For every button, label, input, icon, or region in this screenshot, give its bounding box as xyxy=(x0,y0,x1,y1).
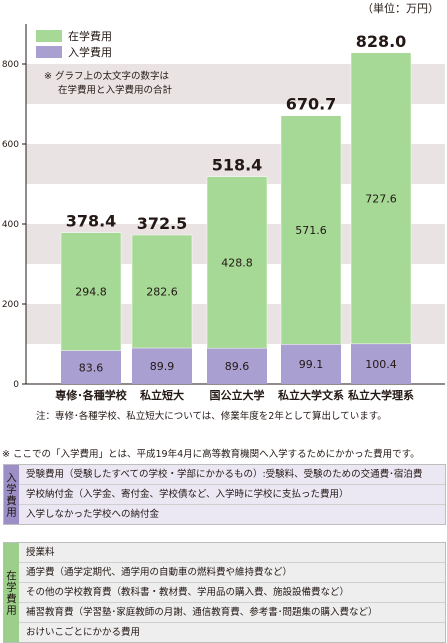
table-row: 補習教育費（学習塾･家庭教師の月謝、通信教育費、参考書･問題集の購入費など） xyxy=(19,603,445,623)
x-tick-label: 私立短大 xyxy=(140,388,184,402)
x-tick-label: 国公立大学 xyxy=(210,388,265,402)
entrance-cost-side-label: 入学費用 xyxy=(4,465,19,524)
unit-label: （単位：万円） xyxy=(362,2,439,15)
bar-tuition xyxy=(60,232,122,351)
y-tick-label: 0 xyxy=(13,380,19,390)
table-row: おけいこごとにかかる費用 xyxy=(19,623,445,642)
table-row: 受験費用（受験したすべての学校・学部にかかるもの）:受験料、受験のための交通費･… xyxy=(19,465,445,485)
data-label-tuition: 727.6 xyxy=(365,192,397,205)
legend-label-entrance: 入学費用 xyxy=(68,46,112,59)
data-label-entrance: 83.6 xyxy=(79,361,104,374)
legend-swatch-tuition xyxy=(36,30,62,42)
definition-note: ※ ここでの「入学費用」とは、平成19年4月に高等教育機関へ入学するためにかかっ… xyxy=(2,449,420,460)
legend-item-entrance: 入学費用 xyxy=(36,44,112,60)
y-tick-label: 800 xyxy=(2,60,19,70)
x-tick-label: 専修･各種学校 xyxy=(55,388,127,402)
data-label-entrance: 89.9 xyxy=(150,360,175,373)
table-row: 入学しなかった学校への納付金 xyxy=(19,505,445,524)
bar-tuition xyxy=(206,176,268,349)
data-label-entrance: 100.4 xyxy=(365,358,397,371)
y-tick-label: 600 xyxy=(2,140,19,150)
bar-entrance xyxy=(61,350,121,384)
tuition-cost-rows: 授業料 通学費（通学定期代、通学用の自動車の燃料費や維持費など） その他の学校教… xyxy=(19,543,445,642)
data-label-total: 518.4 xyxy=(212,156,263,175)
data-label-total: 670.7 xyxy=(286,95,337,114)
data-label-entrance: 99.1 xyxy=(299,358,324,371)
bar-tuition xyxy=(280,115,342,345)
table-row: 学校納付金（入学金、寄付金、学校債など、入学時に学校に支払った費用） xyxy=(19,485,445,505)
bar-entrance xyxy=(281,344,341,384)
stacked-bar-chart: 0 200 400 600 800 83.6 294.8 378.4 専修･各種学校 89.9 28… xyxy=(2,24,445,402)
legend: 在学費用 入学費用 xyxy=(36,28,112,60)
chart-note: ※ グラフ上の太文字の数字は 在学費用と入学費用の合計 xyxy=(44,70,172,98)
y-tick-label: 200 xyxy=(2,300,19,310)
legend-item-tuition: 在学費用 xyxy=(36,28,112,44)
x-tick-label: 私立大学理系 xyxy=(348,388,414,402)
table-row: 通学費（通学定期代、通学用の自動車の燃料費や維持費など） xyxy=(19,563,445,583)
data-label-tuition: 294.8 xyxy=(75,286,107,299)
bar-entrance xyxy=(207,348,267,384)
chart-note-line-2: 在学費用と入学費用の合計 xyxy=(58,85,173,96)
data-label-total: 378.4 xyxy=(66,212,117,231)
bar-entrance xyxy=(132,348,192,384)
footnote: 注：専修･各種学校、私立短大については、修業年度を2年として算出しています。 xyxy=(36,411,387,422)
tuition-cost-table: 在学費用 授業料 通学費（通学定期代、通学用の自動車の燃料費や維持費など） その… xyxy=(3,542,446,643)
data-label-total: 372.5 xyxy=(137,214,188,233)
legend-label-tuition: 在学費用 xyxy=(68,30,112,43)
y-tick-label: 400 xyxy=(2,220,19,230)
data-label-tuition: 571.6 xyxy=(295,224,327,237)
table-row: その他の学校教育費（教科書・教材費、学用品の購入費、施設設備費など） xyxy=(19,583,445,603)
table-row: 授業料 xyxy=(19,543,445,563)
data-label-total: 828.0 xyxy=(356,32,407,51)
tuition-cost-side-label: 在学費用 xyxy=(4,543,19,642)
chart-note-line-1: ※ グラフ上の太文字の数字は xyxy=(44,71,169,82)
x-tick-label: 私立大学文系 xyxy=(278,388,344,402)
data-label-entrance: 89.6 xyxy=(225,360,250,373)
data-label-tuition: 428.8 xyxy=(221,256,253,269)
legend-swatch-entrance xyxy=(36,46,62,58)
bar-tuition xyxy=(350,52,412,345)
bar-entrance xyxy=(351,343,411,384)
bar-tuition xyxy=(131,234,193,349)
entrance-cost-table: 入学費用 受験費用（受験したすべての学校・学部にかかるもの）:受験料、受験のため… xyxy=(3,464,446,525)
entrance-cost-rows: 受験費用（受験したすべての学校・学部にかかるもの）:受験料、受験のための交通費･… xyxy=(19,465,445,524)
data-label-tuition: 282.6 xyxy=(146,286,178,299)
